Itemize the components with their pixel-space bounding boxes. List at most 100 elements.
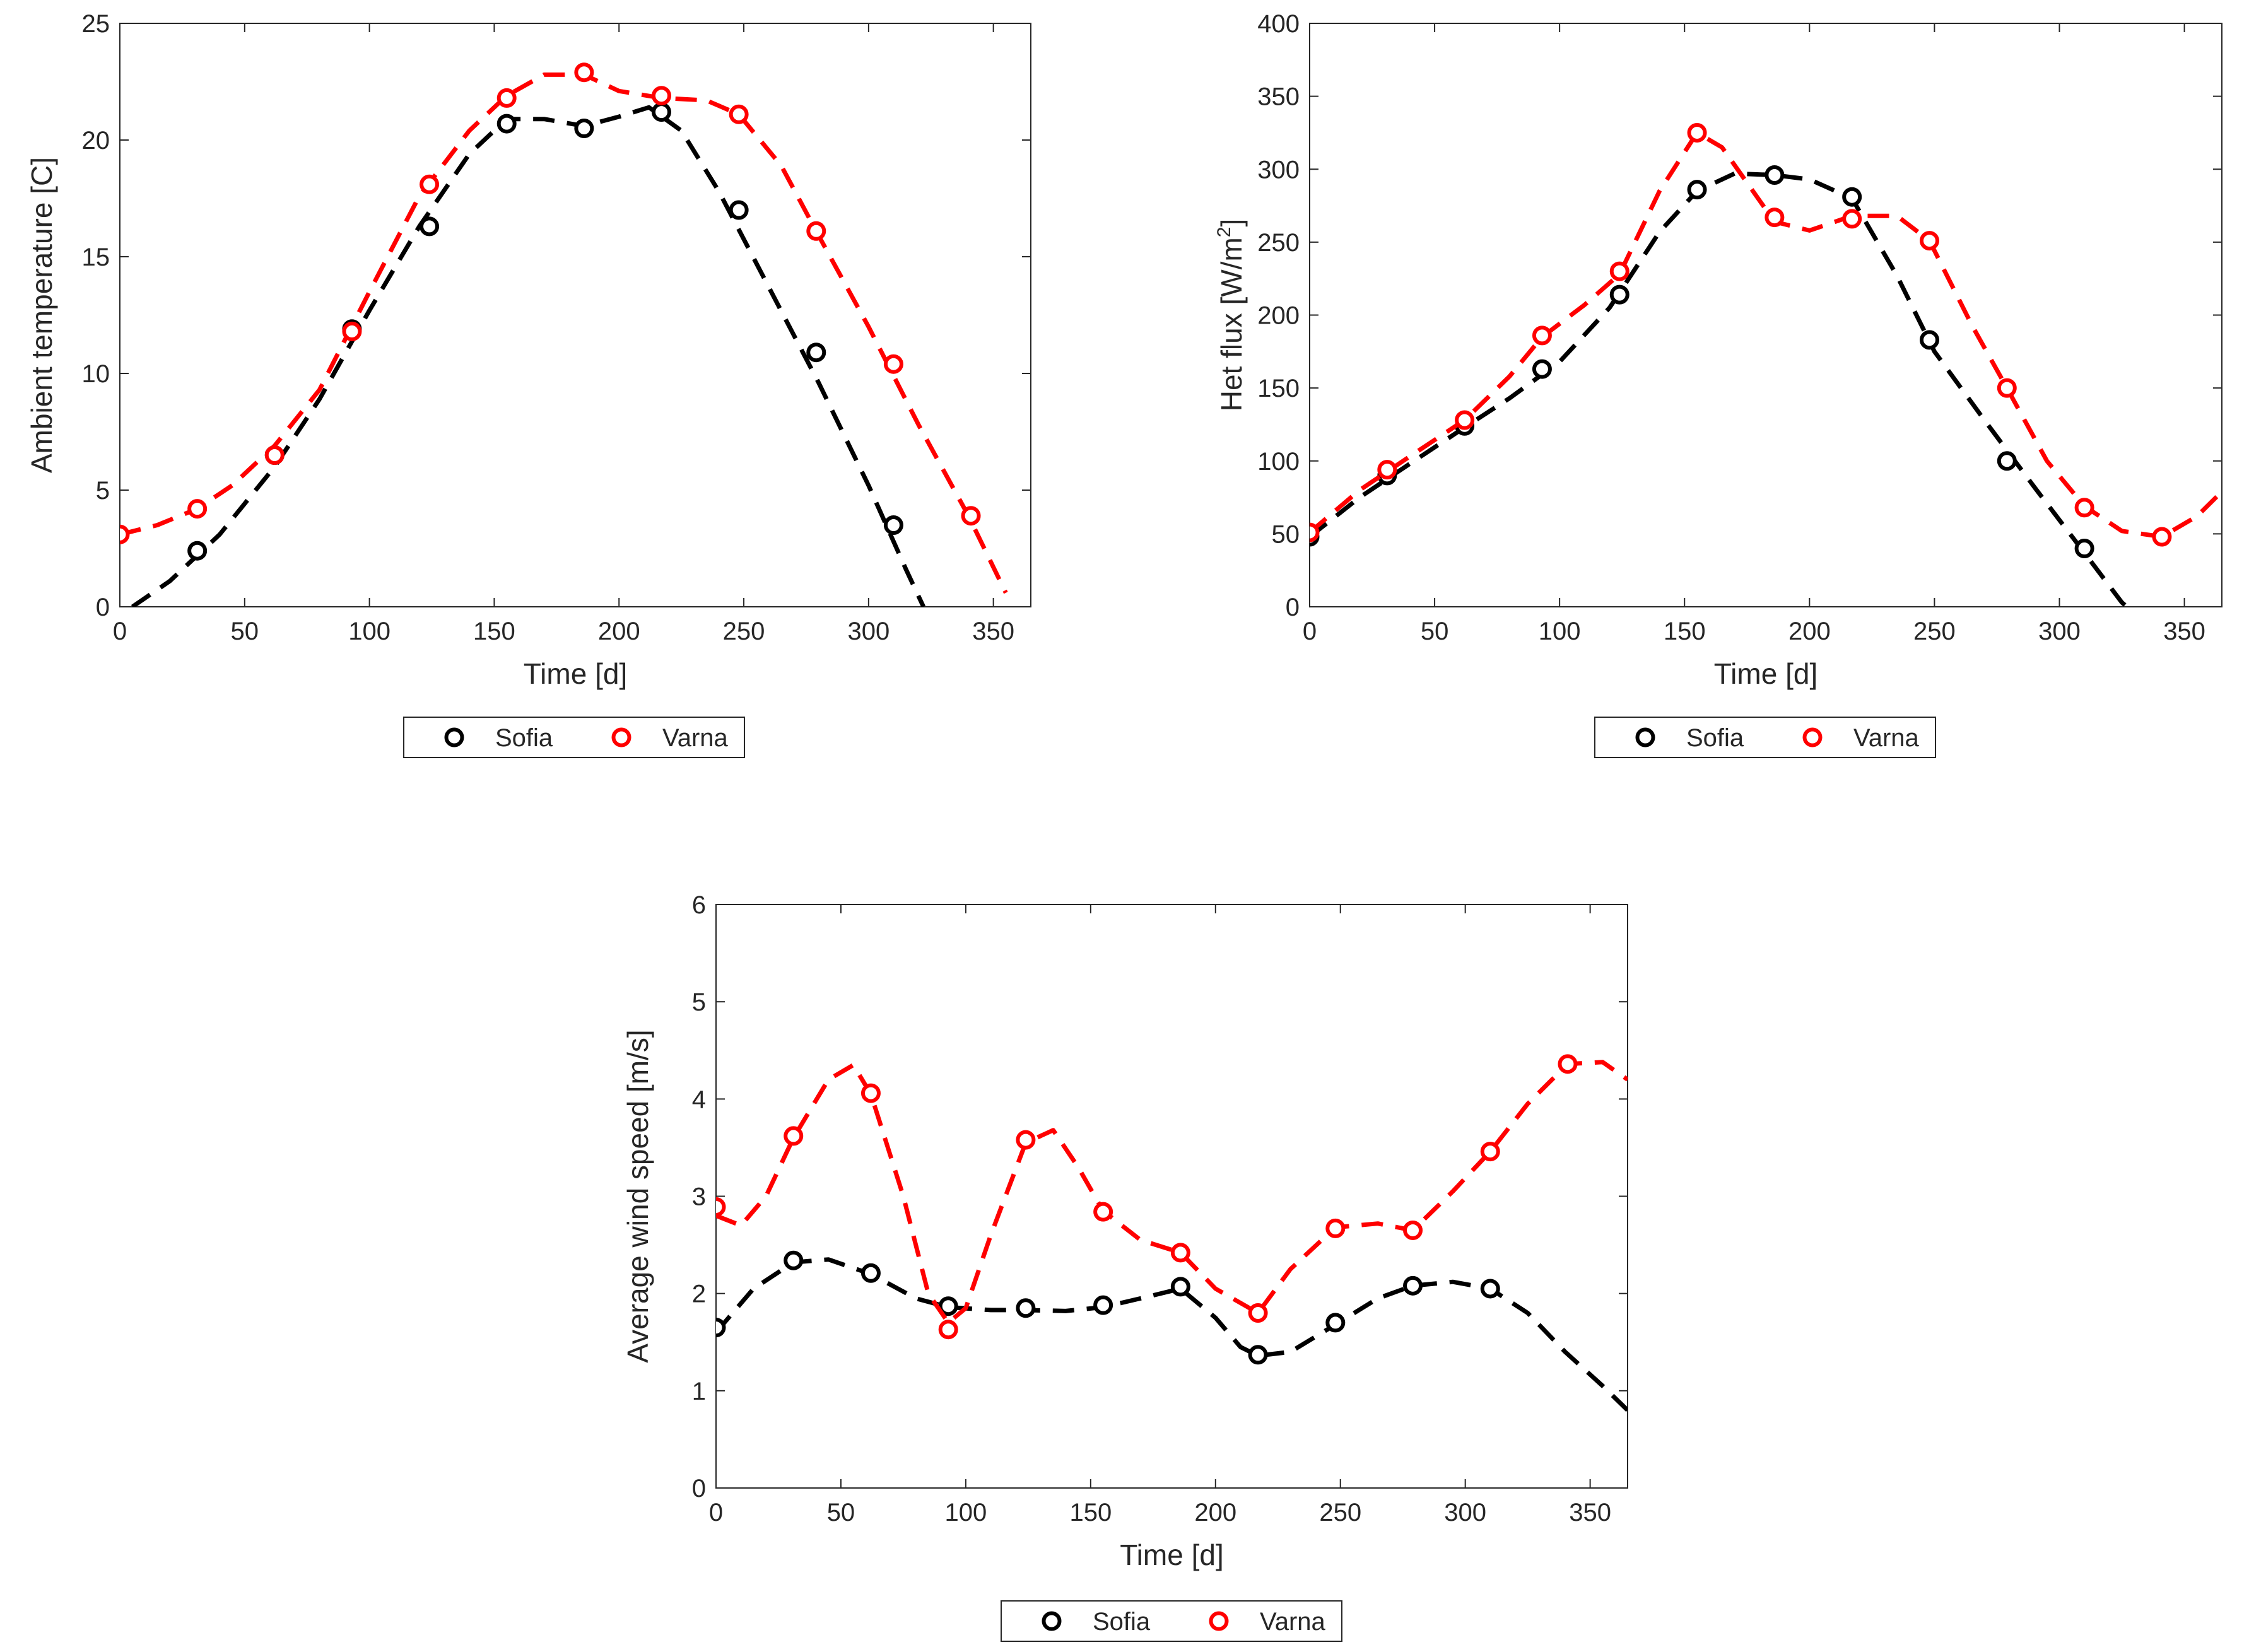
chart-3: 0 50 100 150 200 250 300 350 0 1 2 3 4 5 6 Time [d] Aver… [621,891,1628,1642]
x-tick-label: 0 [1303,618,1317,645]
y-tick-label: 1 [692,1378,706,1405]
data-point-varna [883,354,903,374]
y-tick-label: 20 [82,127,110,155]
data-point-varna [574,62,594,83]
data-point-varna [496,88,517,108]
legend: Sofia Varna [1001,1600,1342,1642]
x-tick-label: 50 [231,618,259,645]
y-tick-label: 25 [82,10,110,38]
data-point-varna [651,86,671,106]
plot-area [1310,122,2222,607]
x-tick-label: 100 [1539,618,1581,645]
data-point-sofia [187,541,208,561]
data-point-varna [1480,1142,1500,1162]
x-axis-label: Time [d] [1714,657,1817,690]
data-point-varna [784,1126,804,1146]
y-tick-label: 200 [1257,302,1300,330]
y-tick-label: 15 [82,243,110,271]
data-point-sofia [2074,539,2094,558]
data-point-varna [1377,460,1397,480]
data-point-sofia [1919,330,1939,350]
y-tick-label: 150 [1257,375,1300,402]
data-point-sofia [1170,1277,1190,1297]
x-tick-label: 50 [827,1499,855,1526]
chart-1: 0 50 100 150 200 250 300 350 0 5 10 15 20 25 Time [d] A… [25,10,1031,758]
x-tick-label: 150 [1069,1499,1112,1526]
data-point-sofia [1765,165,1785,185]
data-point-varna [1558,1054,1578,1074]
legend-marker-sofia [1635,727,1655,747]
plot-area [120,62,1008,607]
data-point-sofia [883,515,903,535]
y-tick-label: 5 [96,477,110,505]
data-point-sofia [1532,359,1552,379]
axes-box [1309,23,2223,607]
y-tick-label: 5 [692,988,706,1016]
y-tick-label: 0 [96,594,110,621]
data-point-varna [1997,378,2017,398]
legend-label-varna: Varna [662,724,729,752]
data-point-varna [1842,209,1862,229]
data-point-sofia [1093,1295,1113,1315]
data-point-sofia [1016,1298,1036,1318]
x-tick-label: 250 [1319,1499,1361,1526]
x-tick-label: 150 [1664,618,1706,645]
data-point-varna [938,1320,958,1340]
data-point-varna [342,321,362,341]
plot-area [716,1054,1628,1412]
y-tick-label: 10 [82,360,110,388]
data-point-varna [1248,1303,1268,1323]
x-tick-label: 150 [473,618,515,645]
y-axis-label-suffix: ] [1215,219,1248,227]
data-point-varna [961,506,981,526]
fit-line-sofia [1310,171,2129,607]
fit-line-varna [120,72,1008,594]
y-tick-label: 250 [1257,229,1300,257]
x-tick-label: 300 [2038,618,2081,645]
data-point-sofia [784,1250,804,1270]
data-point-sofia [1687,180,1707,200]
data-point-varna [2152,527,2172,547]
y-tick-label: 50 [1272,520,1300,548]
legend-marker-varna [1802,727,1823,747]
data-point-varna [420,174,440,194]
legend: Sofia Varna [403,717,745,758]
data-point-sofia [1842,187,1862,207]
data-point-varna [860,1083,881,1103]
data-point-varna [1093,1202,1113,1222]
x-tick-label: 350 [2163,618,2205,645]
data-point-varna [1016,1130,1036,1150]
y-tick-label: 4 [692,1086,706,1113]
x-tick-label: 0 [709,1499,723,1526]
data-point-sofia [496,114,517,134]
y-axis-label-superscript: 2 [1214,227,1235,238]
data-point-sofia [651,102,671,122]
data-point-sofia [1997,451,2017,471]
data-point-varna [1532,325,1552,346]
y-tick-label: 0 [1286,594,1300,621]
y-tick-label: 400 [1257,10,1300,38]
x-tick-label: 100 [945,1499,987,1526]
data-point-sofia [574,119,594,138]
data-point-varna [1765,208,1785,228]
data-point-varna [120,524,130,544]
legend-marker-varna [611,727,631,747]
data-point-sofia [1325,1313,1346,1333]
data-point-sofia [716,1318,726,1338]
y-tick-label: 2 [692,1280,706,1308]
legend-marker-varna [1209,1611,1229,1631]
x-tick-label: 100 [348,618,390,645]
x-tick-label: 200 [598,618,640,645]
fit-line-varna [716,1060,1628,1325]
legend-label-sofia: Sofia [495,724,553,752]
data-point-sofia [1480,1279,1500,1299]
data-point-varna [1687,122,1707,143]
x-tick-label: 350 [972,618,1014,645]
data-point-varna [1919,231,1939,251]
chart-2: 0 50 100 150 200 250 300 350 0 50 100 150 200 250 300 3… [1214,10,2223,758]
y-axis-label-main: Het flux [W/m [1215,237,1248,411]
x-tick-label: 0 [113,618,127,645]
x-axis-label: Time [d] [524,657,627,690]
legend: Sofia Varna [1594,717,1936,758]
data-point-varna [1403,1220,1423,1240]
